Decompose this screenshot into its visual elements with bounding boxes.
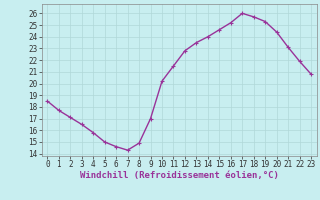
X-axis label: Windchill (Refroidissement éolien,°C): Windchill (Refroidissement éolien,°C) bbox=[80, 171, 279, 180]
